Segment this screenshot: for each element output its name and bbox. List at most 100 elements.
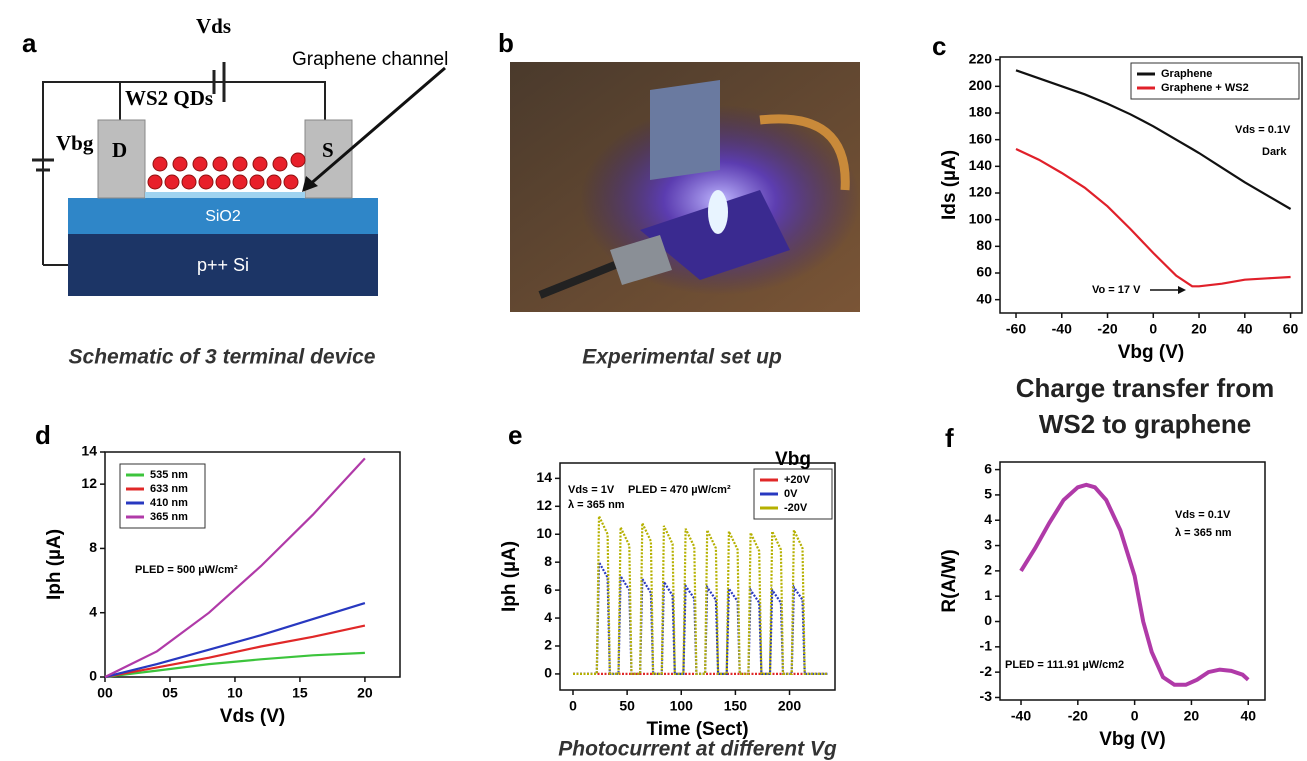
series-line [1015, 69, 1292, 210]
photo-light [708, 190, 728, 234]
y-tick-label: 8 [544, 553, 552, 569]
x-tick-label: -60 [1006, 321, 1026, 337]
x-tick-label: -20 [1068, 708, 1088, 724]
panel-label: b [498, 28, 514, 58]
qds-label: WS2 QDs [125, 86, 213, 110]
y-axis-label: R(A/W) [939, 549, 960, 612]
panel-label: e [508, 420, 522, 450]
oxide-label: SiO2 [205, 208, 241, 225]
wire [42, 81, 326, 265]
caption: Photocurrent at different Vg [558, 738, 837, 761]
legend-label: +20V [784, 474, 811, 486]
vbg-label: Vbg [56, 131, 94, 155]
y-tick-label: 100 [969, 210, 993, 226]
y-axis-label: Iph (µA) [44, 529, 65, 600]
y-tick-label: 2 [984, 562, 992, 578]
substrate-label: p++ Si [197, 255, 249, 275]
arrow [307, 66, 446, 188]
x-tick-label: 15 [292, 685, 308, 701]
photo-connector [610, 235, 672, 285]
y-axis-label: Ids (µA) [939, 150, 960, 220]
x-tick-label: 00 [97, 685, 113, 701]
y-tick-label: -3 [980, 688, 993, 704]
series-line [104, 457, 366, 678]
y-tick-label: 4 [984, 511, 992, 527]
x-tick-label: 0 [1149, 321, 1157, 337]
x-tick-label: 0 [569, 698, 577, 714]
y-tick-label: 0 [544, 665, 552, 681]
x-tick-label: 0 [1131, 708, 1139, 724]
y-tick-label: 5 [984, 486, 992, 502]
x-axis-label: Vbg (V) [1118, 342, 1185, 363]
photo-holder [650, 80, 720, 180]
series-line [1019, 482, 1250, 687]
caption: Schematic of 3 terminal device [69, 346, 376, 369]
graphene [145, 192, 305, 198]
y-tick-label: 220 [969, 50, 993, 66]
y-tick-label: 4 [544, 609, 552, 625]
legend-box [1130, 62, 1300, 100]
y-tick-label: 0 [984, 612, 992, 628]
y-tick-label: 40 [976, 290, 992, 306]
oxide-layer [68, 198, 378, 234]
annotation: Vds = 0.1V [1235, 124, 1291, 136]
panel-label: a [22, 28, 37, 58]
legend-label: 633 nm [150, 483, 188, 495]
y-tick-label: 160 [969, 130, 993, 146]
y-tick-label: 6 [984, 460, 992, 476]
annotation: PLED = 500 µW/cm² [135, 564, 238, 576]
x-axis-label: Vbg (V) [1099, 729, 1166, 750]
y-tick-label: 14 [536, 469, 552, 485]
series-line [104, 624, 366, 679]
photo-cable [759, 114, 850, 191]
legend-label: 0V [784, 488, 798, 500]
x-tick-label: 50 [619, 698, 635, 714]
x-tick-label: 05 [162, 685, 178, 701]
legend-label: 535 nm [150, 469, 188, 481]
annotation: Vds = 1V [568, 484, 615, 496]
plot-frame [104, 451, 401, 678]
legend-label: 365 nm [150, 511, 188, 523]
plot-frame [999, 56, 1303, 314]
y-tick-label: 120 [969, 184, 993, 200]
legend-label: Graphene + WS2 [1161, 82, 1249, 94]
series-line [573, 515, 828, 675]
y-tick-label: 12 [536, 497, 552, 513]
series-line [104, 651, 365, 679]
y-tick-label: 140 [969, 157, 993, 173]
x-tick-label: -40 [1052, 321, 1072, 337]
plot-frame [559, 462, 836, 691]
x-tick-label: 20 [1184, 708, 1200, 724]
x-tick-label: 100 [670, 698, 694, 714]
drain-label: D [112, 138, 127, 162]
arrow-head [302, 176, 318, 192]
annotation-arrow-head [1178, 286, 1186, 294]
photo-box [640, 190, 790, 280]
vds-label: Vds [196, 14, 231, 38]
plot-frame [999, 461, 1266, 701]
x-axis-label: Time (Sect) [646, 719, 748, 740]
annotation: λ = 365 nm [1175, 527, 1232, 539]
annotation: Vds = 0.1V [1175, 509, 1231, 521]
y-tick-label: 12 [81, 475, 97, 491]
drain [97, 119, 146, 199]
substrate-layer [68, 234, 378, 296]
legend-label: -20V [784, 502, 808, 514]
y-tick-label: -2 [980, 663, 993, 679]
y-tick-label: 80 [976, 237, 992, 253]
legend-label: Graphene [1161, 68, 1212, 80]
y-tick-label: 2 [544, 637, 552, 653]
y-axis-label: Iph (µA) [499, 541, 520, 612]
x-tick-label: 40 [1237, 321, 1253, 337]
panel-label: c [932, 31, 946, 61]
annotation: Vo = 17 V [1092, 284, 1141, 296]
y-tick-label: -1 [980, 638, 993, 654]
source-label: S [322, 138, 334, 162]
legend-label: 410 nm [150, 497, 188, 509]
schematic [32, 62, 326, 266]
y-tick-label: 14 [81, 443, 97, 459]
panel-label: f [945, 423, 954, 453]
y-tick-label: 200 [969, 77, 993, 93]
quantum-dots [147, 152, 306, 190]
